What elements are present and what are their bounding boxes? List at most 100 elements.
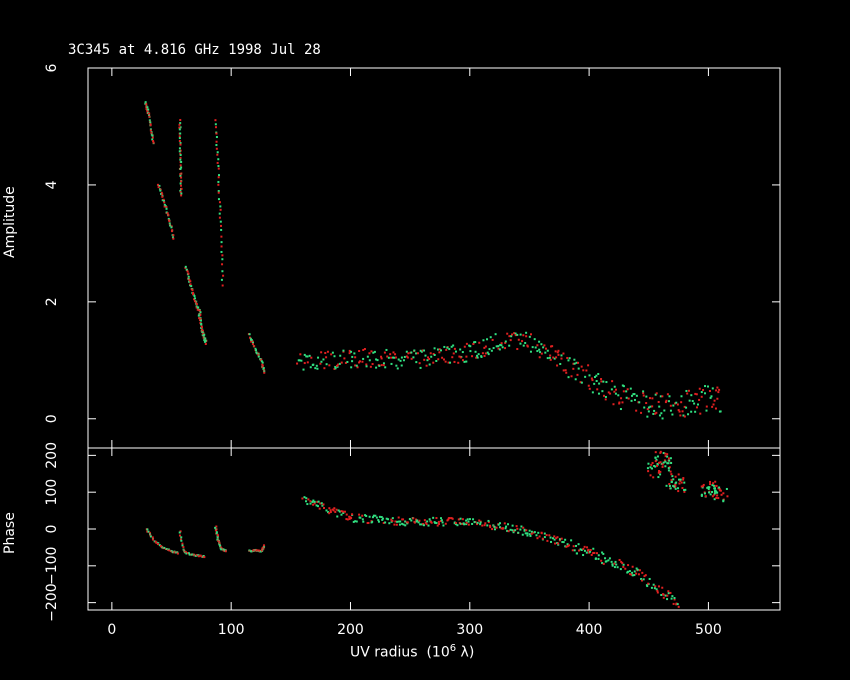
phase-point	[495, 526, 498, 529]
amplitude-point	[317, 356, 320, 359]
amplitude-point	[214, 123, 217, 126]
amplitude-point	[250, 340, 253, 343]
amplitude-point	[402, 359, 405, 362]
phase-point	[258, 549, 261, 552]
amplitude-point	[654, 412, 657, 415]
x-tick-label: 200	[337, 622, 364, 638]
amplitude-point	[633, 398, 636, 401]
amplitude-point	[669, 409, 672, 412]
amplitude-point	[544, 351, 547, 354]
amplitude-point	[221, 254, 224, 257]
phase-point	[549, 536, 552, 539]
phase-point	[320, 502, 323, 505]
phase-point	[372, 514, 375, 517]
amplitude-point	[587, 384, 590, 387]
amplitude-point	[380, 355, 383, 358]
phase-point	[147, 530, 150, 533]
phase-point	[575, 552, 578, 555]
amplitude-point	[492, 347, 495, 350]
amplitude-point	[553, 357, 556, 360]
amplitude-point	[375, 358, 378, 361]
phase-point	[165, 548, 168, 551]
amplitude-point	[369, 365, 372, 368]
phase-point	[457, 518, 460, 521]
phase-point	[438, 523, 441, 526]
amplitude-point	[178, 137, 181, 140]
amplitude-point	[436, 348, 439, 351]
x-tick-label: 400	[576, 622, 603, 638]
amplitude-point	[645, 395, 648, 398]
amplitude-point	[217, 158, 220, 161]
phase-point	[327, 511, 330, 514]
phase-point	[216, 538, 219, 541]
amplitude-point	[635, 394, 638, 397]
amplitude-point	[312, 363, 315, 366]
amplitude-point	[659, 395, 662, 398]
amplitude-point	[410, 357, 413, 360]
amplitude-point	[410, 351, 413, 354]
amplitude-point	[445, 348, 448, 351]
amplitude-point	[375, 366, 378, 369]
amplitude-point	[642, 394, 645, 397]
amplitude-point	[220, 241, 223, 244]
amplitude-point	[192, 293, 195, 296]
amplitude-point	[400, 364, 403, 367]
amplitude-point	[669, 404, 672, 407]
amplitude-point	[200, 326, 203, 329]
amplitude-point	[536, 350, 539, 353]
amplitude-point	[570, 375, 573, 378]
amplitude-point	[469, 345, 472, 348]
amplitude-point	[543, 344, 546, 347]
amplitude-point	[643, 406, 646, 409]
amplitude-point	[534, 346, 537, 349]
amplitude-point	[365, 363, 368, 366]
amplitude-point	[695, 406, 698, 409]
amplitude-point	[618, 402, 621, 405]
phase-point	[180, 539, 183, 542]
phase-point	[647, 582, 650, 585]
amplitude-point	[602, 394, 605, 397]
amplitude-point	[584, 375, 587, 378]
amplitude-point	[179, 164, 182, 167]
amplitude-point	[461, 359, 464, 362]
amplitude-point	[178, 123, 181, 126]
amplitude-point	[180, 166, 183, 169]
amplitude-point	[474, 341, 477, 344]
amplitude-point	[681, 410, 684, 413]
phase-point	[725, 487, 728, 490]
phase-point	[459, 522, 462, 525]
amplitude-point	[189, 283, 192, 286]
phase-point	[626, 570, 629, 573]
amplitude-point	[476, 356, 479, 359]
amplitude-point	[344, 361, 347, 364]
phase-point	[186, 551, 189, 554]
phase-point	[647, 470, 650, 473]
amplitude-point	[215, 132, 218, 135]
amplitude-point	[495, 345, 498, 348]
phase-point	[334, 510, 337, 513]
phase-point	[667, 457, 670, 460]
amplitude-point	[452, 344, 455, 347]
amplitude-point	[221, 284, 224, 287]
amplitude-point	[215, 136, 218, 139]
phase-point	[335, 508, 338, 511]
phase-point	[707, 488, 710, 491]
phase-point	[712, 484, 715, 487]
phase-point	[557, 543, 560, 546]
phase-point	[670, 473, 673, 476]
phase-point	[180, 536, 183, 539]
phase-point	[680, 481, 683, 484]
phase-point	[543, 532, 546, 535]
phase-point	[156, 543, 159, 546]
phase-point	[309, 500, 312, 503]
amplitude-point	[216, 161, 219, 164]
phase-point	[515, 525, 518, 528]
phase-y-tick-label: 100	[44, 479, 60, 506]
amplitude-point	[508, 335, 511, 338]
amplitude-point	[675, 401, 678, 404]
phase-point	[493, 528, 496, 531]
amplitude-point	[380, 364, 383, 367]
phase-point	[656, 455, 659, 458]
phase-point	[590, 553, 593, 556]
amplitude-point	[580, 365, 583, 368]
